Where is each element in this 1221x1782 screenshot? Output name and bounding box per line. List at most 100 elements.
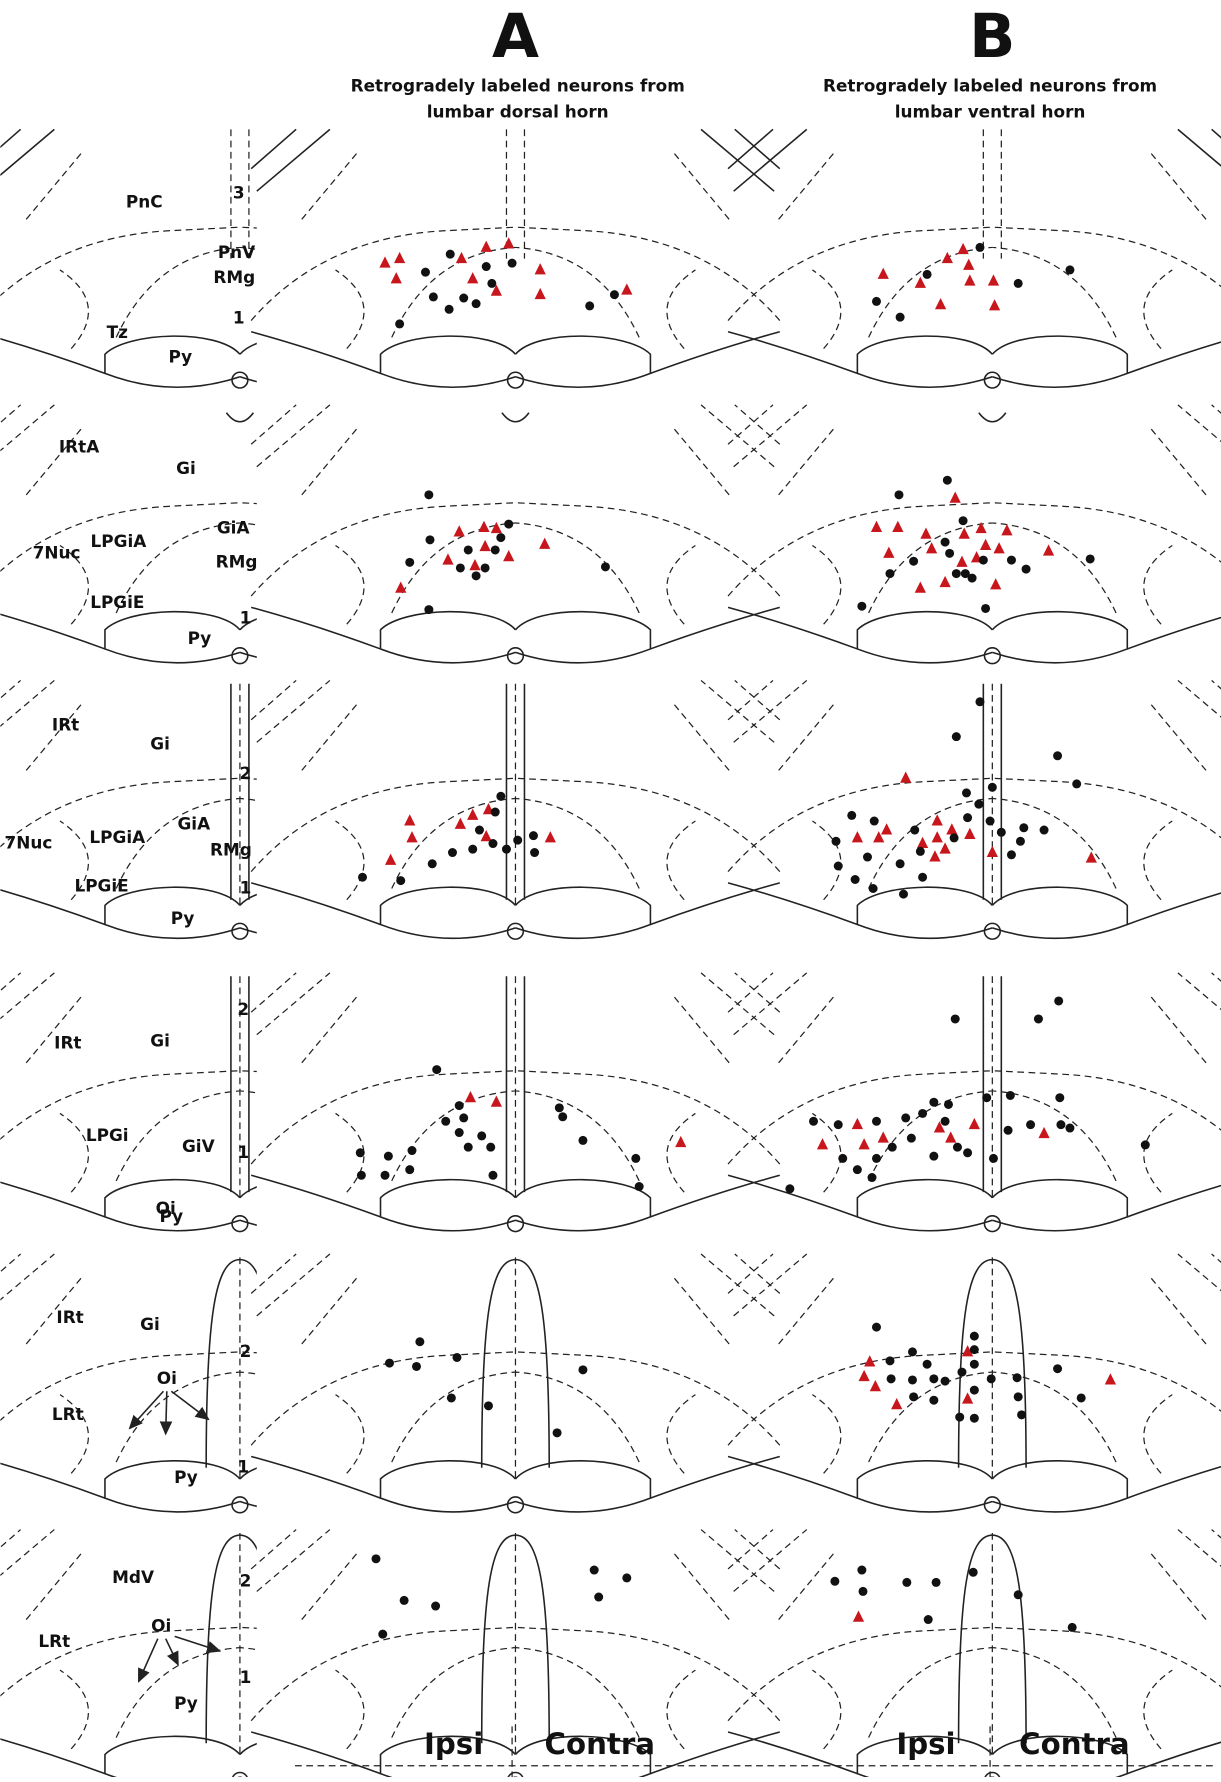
base: [250, 1731, 381, 1775]
dot-marker: [554, 1103, 564, 1113]
region: [397, 152, 453, 219]
region: [515, 522, 640, 614]
dot-marker: [496, 533, 506, 543]
triangle-marker: [503, 237, 515, 249]
triangle-marker: [390, 272, 402, 284]
region: [335, 269, 365, 350]
dot-marker: [982, 1093, 992, 1103]
pyramid: [991, 1460, 1129, 1513]
region: [992, 246, 1117, 338]
triangle-marker: [469, 558, 481, 571]
dot-marker: [838, 1153, 848, 1163]
dot-marker: [847, 810, 857, 820]
region: [59, 1669, 90, 1750]
triangle-marker: [988, 299, 1001, 311]
triangle-marker: [503, 549, 515, 562]
region: [301, 1276, 359, 1345]
base: [650, 1455, 780, 1499]
outline: [459, 680, 504, 719]
triangle-marker: [442, 553, 454, 565]
outline: [1177, 404, 1221, 443]
triangle-marker: [880, 823, 893, 835]
dot-marker: [967, 573, 977, 583]
dot-marker: [455, 563, 465, 573]
outline: [1211, 972, 1221, 982]
region: [250, 226, 516, 321]
pyramid-notch: [506, 647, 525, 665]
dot-marker: [371, 1554, 381, 1564]
canal: [480, 1534, 550, 1744]
canal: [982, 976, 1003, 1193]
side-label: Ipsi: [896, 1727, 955, 1761]
triangle-marker: [883, 546, 895, 558]
pyramid: [856, 335, 993, 388]
dot-marker: [950, 1014, 960, 1024]
dot-marker: [833, 1120, 843, 1130]
region: [59, 544, 90, 625]
dot-marker: [909, 556, 919, 566]
region: [239, 1090, 257, 1094]
region: [727, 226, 993, 321]
region: [992, 1371, 1117, 1463]
triangle-marker: [490, 1095, 502, 1107]
region: [391, 545, 419, 624]
triangle-marker: [851, 831, 863, 843]
reference-column: [0, 128, 504, 1777]
outline: [1211, 404, 1221, 414]
region-label: LRt: [52, 1404, 84, 1424]
dot-marker: [1039, 825, 1049, 835]
region: [0, 226, 240, 297]
region-label: Tz: [107, 322, 128, 342]
triangle-marker: [961, 1345, 974, 1357]
pyramid: [991, 610, 1129, 664]
dot-marker: [963, 1148, 973, 1158]
region: [992, 226, 1221, 288]
dot-marker: [885, 1356, 895, 1366]
outline: [733, 1253, 808, 1317]
triangle-marker: [945, 1131, 957, 1143]
triangle-marker: [404, 814, 416, 826]
dot-marker: [833, 861, 843, 871]
pyramid: [514, 1178, 652, 1232]
dot-marker: [969, 1331, 979, 1341]
pyramid: [379, 610, 517, 664]
outline: [734, 1253, 781, 1294]
pyramid: [856, 610, 993, 664]
dot-marker: [483, 1401, 493, 1411]
region: [391, 522, 516, 614]
outline: [1177, 128, 1221, 167]
pyramid: [239, 893, 257, 934]
region-label: IRt: [56, 1307, 83, 1327]
dot-marker: [918, 1108, 928, 1118]
dot-marker: [634, 1182, 644, 1192]
dot-marker: [447, 848, 457, 858]
region: [1143, 1112, 1173, 1193]
dot-marker: [858, 1586, 868, 1596]
dot-marker: [600, 562, 610, 572]
outline: [0, 128, 55, 177]
dot-marker: [477, 1131, 487, 1141]
dot-marker: [459, 293, 469, 303]
canal: [230, 976, 250, 1193]
dot-marker: [942, 475, 952, 485]
region-label: RMg: [210, 839, 252, 859]
pyramid-notch: [983, 922, 1001, 940]
outline: [1211, 1253, 1221, 1264]
arrow: [170, 1390, 210, 1421]
dot-marker: [830, 1576, 840, 1586]
region: [1149, 1551, 1207, 1620]
pyramid: [991, 335, 1129, 388]
pyramid: [379, 886, 517, 940]
pyramid-notch: [983, 1496, 1001, 1514]
dot-marker: [558, 1112, 568, 1122]
dot-marker: [969, 1385, 979, 1395]
pyramid-notch: [983, 647, 1001, 665]
dot-marker: [975, 242, 985, 252]
region: [672, 702, 730, 771]
dot-marker: [383, 1151, 393, 1161]
dot-marker: [1006, 555, 1016, 565]
region: [868, 522, 993, 614]
region: [727, 1070, 993, 1165]
base: [250, 882, 381, 926]
outline: [734, 1529, 781, 1570]
